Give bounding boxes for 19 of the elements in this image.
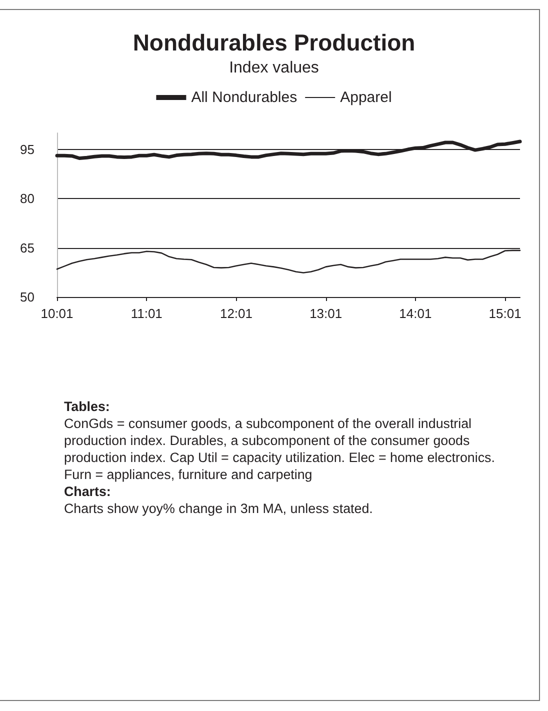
legend-label: Apparel [340, 89, 392, 106]
x-tick-label: 12:01 [220, 306, 252, 321]
y-tick-label: 80 [20, 191, 34, 206]
y-tick-label: 65 [20, 240, 34, 256]
text: ConGds = consumer goods, a subcomponent of the overall industrial production index. Durables, a subcomponent of the consumer goods production index. Cap Util = capacity utilization. Elec = home electronics. Furn = appliances, furniture and carpeting [64, 415, 496, 483]
x-tick-label: 13:01 [310, 306, 342, 321]
text: Charts: [64, 484, 111, 499]
x-tick-label: 15:01 [488, 306, 522, 321]
x-tick-label: 14:01 [399, 306, 432, 321]
y-tick-label: 50 [20, 290, 34, 304]
chart-title: Nonddurables Production [132, 30, 416, 56]
chart-subtitle: Index values [229, 60, 319, 76]
x-tick-label: 10:01 [40, 306, 74, 321]
line-series [55, 140, 522, 160]
x-tick-label: 11:01 [130, 306, 162, 321]
legend-label: All Nondurables [191, 89, 298, 106]
text: Charts show yoy% change in 3m MA, unless stated. [64, 500, 374, 517]
text: Tables: [64, 399, 110, 414]
y-tick-label: 95 [20, 142, 34, 157]
